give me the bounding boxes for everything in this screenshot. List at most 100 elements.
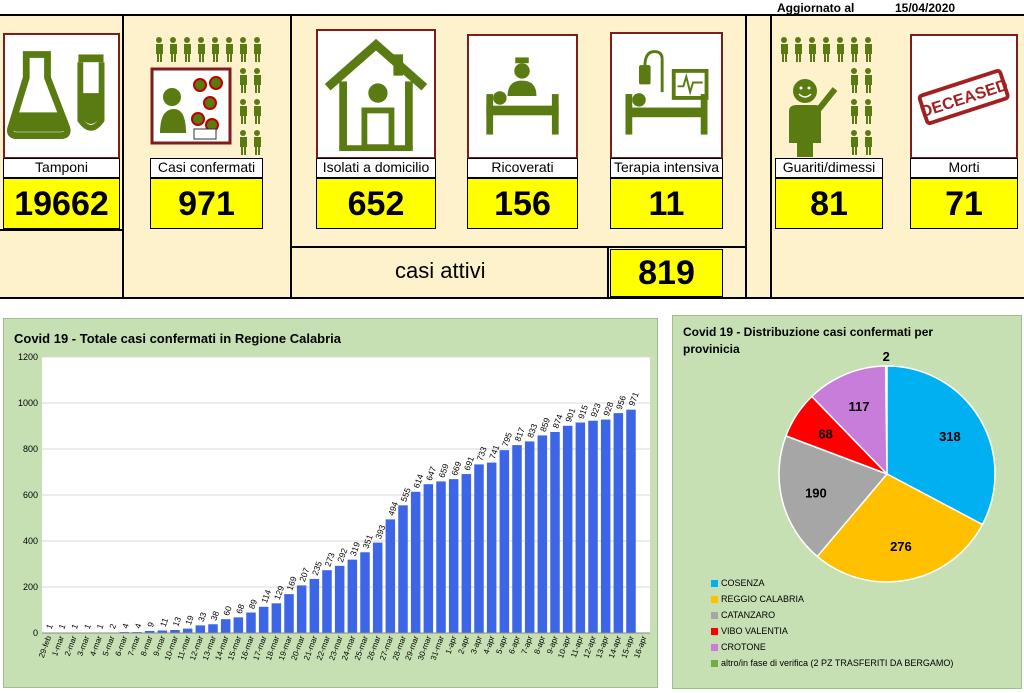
bar bbox=[423, 484, 434, 633]
bar-data-label: 691 bbox=[462, 455, 476, 472]
bar-data-label: 114 bbox=[259, 588, 273, 604]
confermati-value: 971 bbox=[150, 178, 263, 229]
bar-data-label: 1 bbox=[56, 622, 67, 630]
bar bbox=[309, 578, 320, 633]
bar bbox=[170, 630, 180, 633]
lab-flask-icon bbox=[3, 33, 120, 159]
terapia-value: 11 bbox=[610, 178, 723, 229]
bar bbox=[157, 630, 168, 633]
active-cases-value: 819 bbox=[610, 249, 723, 297]
bar bbox=[233, 617, 244, 633]
bar-data-label: 38 bbox=[208, 609, 221, 622]
updated-date: 15/04/2020 bbox=[895, 1, 956, 15]
bar-data-label: 971 bbox=[626, 390, 640, 407]
bar-data-label: 351 bbox=[360, 533, 374, 550]
bar bbox=[588, 420, 598, 633]
bar bbox=[550, 431, 560, 633]
bar-data-label: 273 bbox=[322, 551, 336, 568]
legend-swatch bbox=[711, 628, 718, 636]
legend-swatch bbox=[711, 612, 718, 620]
ricoverati-label: Ricoverati bbox=[467, 158, 578, 178]
pie-slice bbox=[886, 365, 996, 526]
bar-data-label: 1 bbox=[94, 622, 105, 630]
bar-chart-panel: Covid 19 - Totale casi confermati in Reg… bbox=[3, 318, 658, 688]
pie-data-label: 318 bbox=[939, 429, 961, 444]
pie-data-label: 117 bbox=[848, 399, 869, 414]
active-cases-label: casi attivi bbox=[395, 258, 486, 283]
bar bbox=[613, 413, 624, 633]
pie-chart-title: Covid 19 - Distribuzione casi confermati… bbox=[683, 325, 934, 356]
house-icon bbox=[316, 29, 436, 159]
pie-slice bbox=[810, 365, 888, 476]
guariti-label: Guariti/dimessi bbox=[775, 158, 883, 178]
y-tick-label: 400 bbox=[23, 536, 38, 546]
bar-data-label: 669 bbox=[449, 460, 463, 477]
bar bbox=[296, 585, 307, 633]
bar bbox=[398, 505, 408, 633]
bar-data-label: 33 bbox=[196, 611, 209, 624]
bar-data-label: 235 bbox=[310, 560, 324, 577]
bar-data-label: 956 bbox=[614, 394, 628, 411]
ricoverati-value: 156 bbox=[467, 178, 578, 229]
bar-data-label: 555 bbox=[398, 486, 412, 503]
pie-data-label: 68 bbox=[818, 427, 832, 442]
bar bbox=[195, 625, 206, 633]
bar-data-label: 207 bbox=[297, 566, 311, 583]
tamponi-value: 19662 bbox=[3, 178, 120, 229]
bar bbox=[271, 603, 282, 633]
bar-data-label: 9 bbox=[145, 620, 156, 628]
bar bbox=[410, 491, 421, 633]
bar-data-label: 915 bbox=[576, 403, 590, 420]
bar-data-label: 614 bbox=[411, 472, 425, 489]
separator bbox=[290, 14, 292, 299]
bar bbox=[144, 630, 155, 633]
separator bbox=[745, 14, 747, 299]
tamponi-label: Tamponi bbox=[3, 158, 120, 178]
legend-label: COSENZA bbox=[721, 578, 765, 588]
bar bbox=[448, 479, 459, 633]
legend-swatch bbox=[711, 644, 718, 652]
updated-label: Aggiornato al bbox=[777, 1, 855, 15]
bar bbox=[385, 519, 396, 633]
bar bbox=[600, 419, 611, 633]
legend-item: REGGIO CALABRIA bbox=[711, 594, 804, 604]
bar-data-label: 923 bbox=[588, 401, 602, 418]
legend-label: CROTONE bbox=[721, 642, 766, 652]
pie-data-label: 276 bbox=[890, 539, 912, 554]
bar bbox=[208, 624, 218, 633]
recovered-person-icon bbox=[775, 33, 883, 159]
isolati-label: Isolati a domicilio bbox=[316, 158, 436, 178]
y-tick-label: 0 bbox=[33, 628, 38, 638]
bar-data-label: 292 bbox=[335, 547, 349, 564]
bar-data-label: 4 bbox=[120, 622, 131, 630]
bar-data-label: 817 bbox=[512, 426, 526, 443]
bar bbox=[322, 570, 332, 633]
bar-data-label: 833 bbox=[525, 422, 539, 439]
legend-item: CROTONE bbox=[711, 642, 766, 652]
bar bbox=[626, 409, 636, 633]
bar-data-label: 2 bbox=[107, 622, 118, 630]
pie-slice bbox=[816, 473, 984, 583]
bar-chart: 020040060080010001200129-feb11-mar12-mar… bbox=[18, 352, 650, 661]
bar-data-label: 928 bbox=[601, 400, 615, 417]
guariti-value: 81 bbox=[775, 178, 883, 229]
bar-data-label: 1 bbox=[82, 622, 93, 630]
morti-value: 71 bbox=[910, 178, 1018, 229]
bar bbox=[220, 619, 231, 633]
bar bbox=[360, 552, 370, 633]
legend-item: COSENZA bbox=[711, 578, 765, 588]
bar-data-label: 647 bbox=[424, 465, 438, 482]
separator bbox=[290, 246, 746, 248]
pie-legend: COSENZA REGGIO CALABRIA CATANZARO VIBO VALE… bbox=[711, 578, 1021, 688]
bar-data-label: 19 bbox=[183, 614, 196, 627]
bar-data-label: 4 bbox=[132, 622, 143, 630]
bar bbox=[436, 481, 446, 633]
bar-data-label: 859 bbox=[538, 416, 552, 433]
bar bbox=[347, 559, 358, 633]
bar-chart-title: Covid 19 - Totale casi confermati in Reg… bbox=[14, 331, 342, 346]
bar-data-label: 1 bbox=[69, 622, 80, 630]
pie-chart: 2 318 276 190 68 117 bbox=[778, 349, 996, 583]
deceased-stamp-icon: DECEASED bbox=[910, 34, 1018, 159]
pie-slice bbox=[778, 434, 889, 558]
bar-data-label: 68 bbox=[234, 602, 247, 615]
